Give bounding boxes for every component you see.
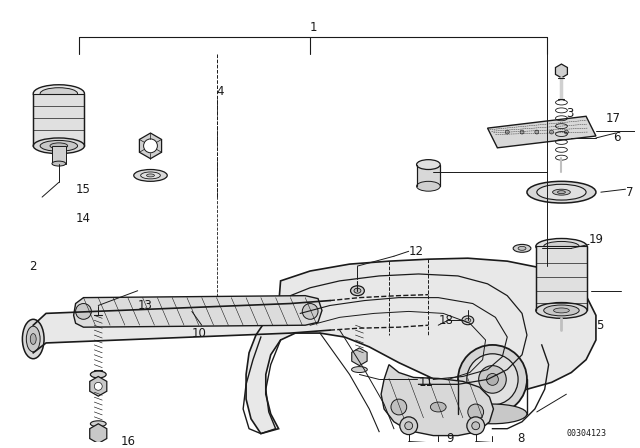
Ellipse shape [544,241,579,251]
Ellipse shape [33,85,84,103]
Circle shape [404,422,413,430]
Polygon shape [417,164,440,186]
Circle shape [94,383,102,390]
Polygon shape [556,64,568,78]
Text: 3: 3 [566,107,573,120]
Text: 12: 12 [409,245,424,258]
Circle shape [76,304,92,319]
Ellipse shape [552,189,570,195]
Ellipse shape [486,374,499,385]
Circle shape [468,404,484,420]
Ellipse shape [417,159,440,169]
Text: 13: 13 [138,299,152,312]
Circle shape [535,130,539,134]
Ellipse shape [513,245,531,252]
Text: 19: 19 [589,233,604,246]
Circle shape [505,130,509,134]
Text: 15: 15 [76,183,90,196]
Ellipse shape [354,288,361,293]
Ellipse shape [544,305,579,316]
Circle shape [550,130,554,134]
Ellipse shape [50,143,68,149]
Text: 16: 16 [121,435,136,448]
Ellipse shape [462,316,474,325]
Ellipse shape [467,354,518,405]
Ellipse shape [134,169,167,181]
Ellipse shape [22,319,44,359]
Ellipse shape [26,326,40,352]
Ellipse shape [33,138,84,154]
Polygon shape [352,348,367,366]
Text: 9: 9 [446,432,454,445]
Text: 1: 1 [310,21,317,34]
Polygon shape [33,94,84,146]
Ellipse shape [536,302,587,319]
Polygon shape [246,258,596,434]
Text: 00304123: 00304123 [566,429,606,438]
Text: 11: 11 [419,376,433,389]
Polygon shape [488,116,596,148]
Ellipse shape [465,319,471,322]
Text: 2: 2 [29,259,36,272]
Ellipse shape [518,246,526,250]
Text: 17: 17 [606,112,621,125]
Circle shape [520,130,524,134]
Circle shape [391,399,407,415]
Ellipse shape [417,181,440,191]
Text: 18: 18 [438,314,453,327]
Ellipse shape [537,184,586,200]
Ellipse shape [90,421,106,426]
Polygon shape [74,296,322,327]
Ellipse shape [141,172,161,179]
Circle shape [302,304,318,319]
Ellipse shape [90,371,106,378]
Ellipse shape [536,238,587,254]
Polygon shape [536,246,587,310]
Circle shape [143,139,157,153]
Text: 6: 6 [612,131,620,144]
Text: 7: 7 [625,185,633,198]
Ellipse shape [52,161,66,166]
Ellipse shape [40,140,77,151]
Polygon shape [33,301,330,353]
Circle shape [400,417,417,435]
Ellipse shape [554,308,570,313]
Circle shape [564,130,568,134]
Text: 4: 4 [216,85,224,98]
Polygon shape [90,376,107,396]
Ellipse shape [351,366,367,373]
Polygon shape [140,133,161,159]
Text: 8: 8 [517,432,524,445]
Text: 14: 14 [76,212,91,225]
Text: 10: 10 [192,327,207,340]
Text: 5: 5 [596,319,604,332]
Ellipse shape [458,404,527,424]
Polygon shape [381,365,493,435]
Circle shape [472,422,479,430]
Ellipse shape [479,366,506,393]
Bar [52,146,66,164]
Ellipse shape [147,174,154,177]
Ellipse shape [30,334,36,345]
Ellipse shape [40,88,77,99]
Polygon shape [90,424,107,444]
Ellipse shape [557,191,565,194]
Ellipse shape [351,286,364,296]
Ellipse shape [430,402,446,412]
Ellipse shape [527,181,596,203]
Circle shape [467,417,484,435]
Ellipse shape [458,345,527,414]
